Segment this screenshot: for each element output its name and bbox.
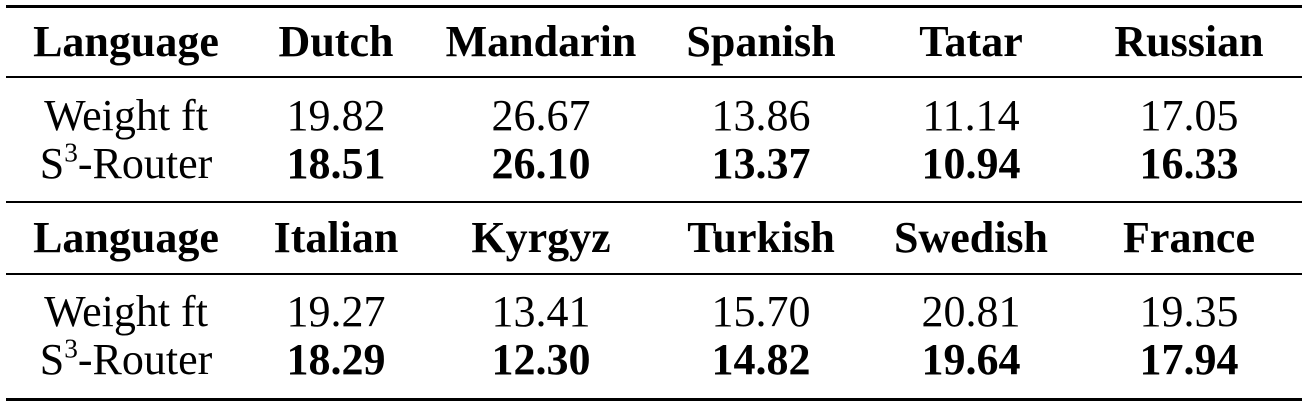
table-cell-best: 10.94 bbox=[921, 139, 1021, 188]
table-cell-best: 18.51 bbox=[286, 139, 386, 188]
header-cell: Turkish bbox=[687, 213, 835, 262]
top-rule bbox=[6, 5, 1302, 8]
header-cell: Russian bbox=[1114, 17, 1264, 66]
header-cell: Language bbox=[33, 17, 219, 66]
row-label-superscript: 3 bbox=[64, 333, 78, 364]
header-cell: Tatar bbox=[919, 17, 1023, 66]
bottom-rule bbox=[6, 398, 1302, 401]
row-label: Weight ft bbox=[44, 91, 208, 140]
header-cell: Mandarin bbox=[445, 17, 637, 66]
table-cell-best: 26.10 bbox=[491, 139, 591, 188]
table-cell-best: 12.30 bbox=[491, 335, 591, 384]
table-cell: 19.82 bbox=[286, 91, 386, 140]
table-row: S3-Router 18.29 12.30 14.82 19.64 17.94 bbox=[6, 335, 1302, 384]
table-cell: 20.81 bbox=[921, 287, 1021, 336]
table-header-row: Language Dutch Mandarin Spanish Tatar Ru… bbox=[6, 20, 1302, 64]
table-row: Weight ft 19.27 13.41 15.70 20.81 19.35 bbox=[6, 290, 1302, 334]
header-cell: France bbox=[1123, 213, 1255, 262]
table-cell-best: 13.37 bbox=[711, 139, 811, 188]
row-label-rest: -Router bbox=[77, 139, 213, 188]
header-cell: Language bbox=[33, 213, 219, 262]
row-label-base: S bbox=[39, 139, 65, 188]
table-cell: 11.14 bbox=[922, 91, 1020, 140]
table-header-row: Language Italian Kyrgyz Turkish Swedish … bbox=[6, 216, 1302, 260]
header-rule bbox=[6, 76, 1302, 78]
table-cell-best: 19.64 bbox=[921, 335, 1021, 384]
table-row: S3-Router 18.51 26.10 13.37 10.94 16.33 bbox=[6, 139, 1302, 188]
block-rule bbox=[6, 201, 1302, 203]
header-cell: Kyrgyz bbox=[471, 213, 611, 262]
table-cell: 15.70 bbox=[711, 287, 811, 336]
table-cell: 13.86 bbox=[711, 91, 811, 140]
table-cell: 26.67 bbox=[491, 91, 591, 140]
row-label-base: S bbox=[39, 335, 65, 384]
header-rule bbox=[6, 273, 1302, 275]
row-label: Weight ft bbox=[44, 287, 208, 336]
table-cell: 17.05 bbox=[1139, 91, 1239, 140]
table-row: Weight ft 19.82 26.67 13.86 11.14 17.05 bbox=[6, 94, 1302, 138]
row-label-superscript: 3 bbox=[64, 137, 78, 168]
table-cell: 13.41 bbox=[491, 287, 591, 336]
row-label: S3-Router bbox=[6, 139, 246, 188]
table-cell: 19.27 bbox=[286, 287, 386, 336]
table-cell-best: 18.29 bbox=[286, 335, 386, 384]
row-label: S3-Router bbox=[6, 335, 246, 384]
table-cell-best: 17.94 bbox=[1139, 335, 1239, 384]
header-cell: Dutch bbox=[278, 17, 394, 66]
table-cell: 19.35 bbox=[1139, 287, 1239, 336]
row-label-rest: -Router bbox=[77, 335, 213, 384]
header-cell: Swedish bbox=[893, 213, 1049, 262]
table-cell-best: 16.33 bbox=[1139, 139, 1239, 188]
table-cell-best: 14.82 bbox=[711, 335, 811, 384]
header-cell: Italian bbox=[273, 213, 399, 262]
header-cell: Spanish bbox=[686, 17, 836, 66]
